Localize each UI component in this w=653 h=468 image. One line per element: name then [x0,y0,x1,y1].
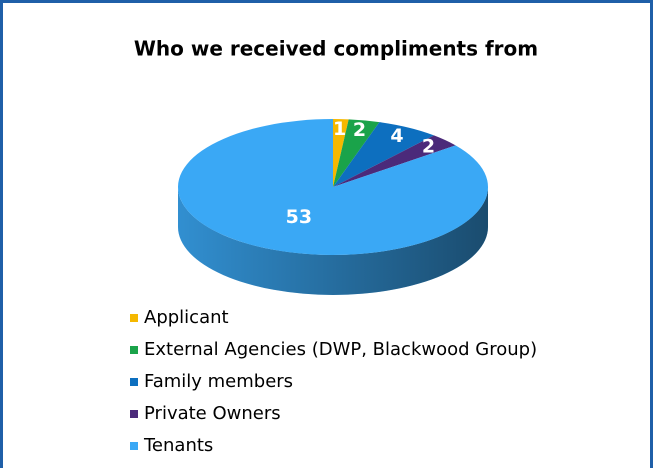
data-label: 2 [353,119,366,141]
pie-slice [333,119,380,187]
data-label: 53 [286,206,312,228]
legend-swatch [130,378,138,386]
legend-swatch [130,314,138,322]
data-label: 1 [333,118,346,140]
chart-title: Who we received compliments from [134,37,538,61]
legend-label: Tenants [143,435,213,456]
pie-slice [178,119,488,255]
legend-label: Family members [144,371,293,392]
pie-slice [333,122,434,187]
legend-swatch [130,410,138,418]
legend: Applicant External Agencies (DWP, Blackwo… [130,307,537,456]
pie-slice [333,135,456,187]
pie: 1 2 4 253 [178,118,488,295]
legend-label: External Agencies (DWP, Blackwood Group) [144,339,537,360]
legend-label: Private Owners [144,403,281,424]
data-label: 4 [390,125,403,147]
legend-label: Applicant [144,307,229,328]
pie-slice [333,119,349,187]
legend-swatch [130,346,138,354]
data-label: 2 [422,136,435,158]
pie-side-shade [178,187,488,295]
legend-swatch [130,442,138,450]
